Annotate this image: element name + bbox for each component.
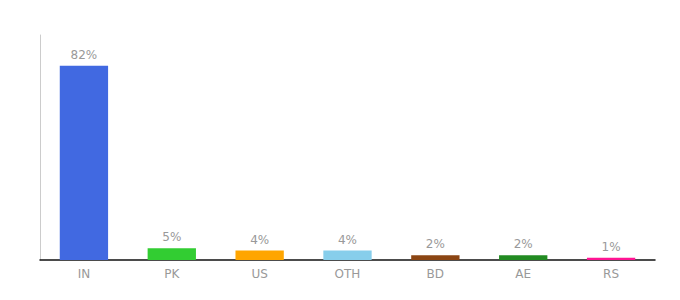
svg-text:OTH: OTH bbox=[335, 267, 361, 281]
svg-text:5%: 5% bbox=[162, 230, 181, 244]
svg-text:82%: 82% bbox=[71, 48, 98, 62]
svg-text:BD: BD bbox=[427, 267, 444, 281]
svg-text:RS: RS bbox=[603, 267, 619, 281]
svg-text:2%: 2% bbox=[514, 237, 533, 251]
svg-text:AE: AE bbox=[515, 267, 531, 281]
svg-text:IN: IN bbox=[78, 267, 91, 281]
svg-text:US: US bbox=[251, 267, 267, 281]
svg-text:PK: PK bbox=[164, 267, 180, 281]
svg-text:2%: 2% bbox=[426, 237, 445, 251]
svg-text:4%: 4% bbox=[338, 233, 357, 247]
svg-text:4%: 4% bbox=[250, 233, 269, 247]
svg-text:1%: 1% bbox=[602, 240, 621, 254]
